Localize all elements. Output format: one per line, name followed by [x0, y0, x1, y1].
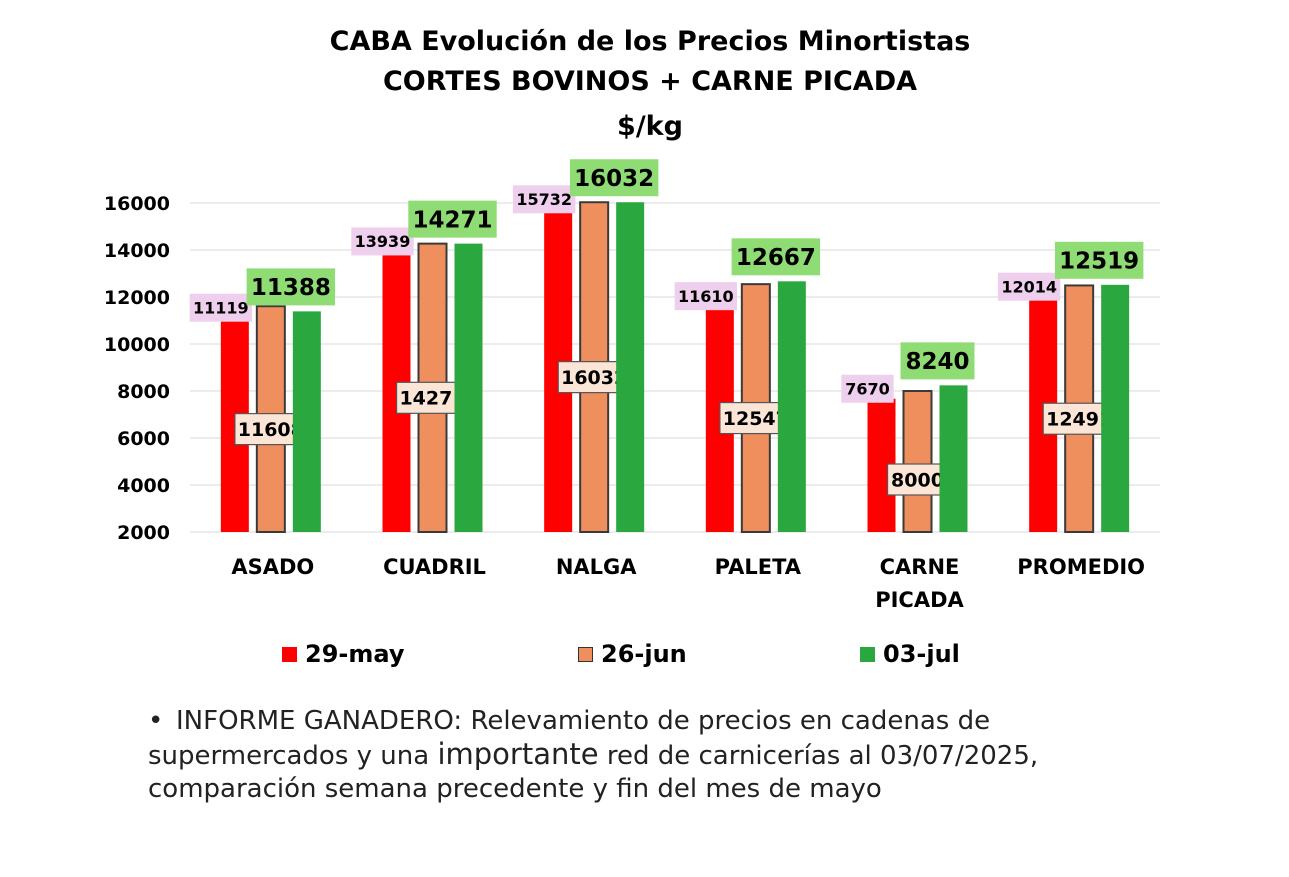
data-label-cuadril-26-jun: 14271 [399, 388, 465, 410]
y-tick-label-16000: 16000 [104, 193, 170, 215]
x-tick-label-carne-picada-line1: CARNE [880, 555, 960, 579]
legend-item-03-jul: 03-jul [860, 640, 960, 668]
data-label-paleta-29-may: 11610 [678, 287, 734, 306]
data-label-box-nalga-03-jul [569, 159, 659, 197]
data-label-cuadril-03-jul: 14271 [412, 207, 492, 233]
data-label-box-cuadril-03-jul [408, 200, 497, 238]
x-tick-label-carne-picada-line2: PICADA [875, 588, 964, 612]
data-label-box-promedio-29-may [997, 272, 1061, 301]
data-label-box-asado-03-jul [246, 268, 336, 306]
chart-title: CABA Evolución de los Precios Minortista… [329, 26, 971, 57]
data-label-promedio-03-jul: 12519 [1059, 249, 1139, 275]
legend-item-29-may: 29-may [282, 640, 404, 668]
data-label-nalga-03-jul: 16032 [574, 166, 654, 192]
y-tick-label-14000: 14000 [104, 240, 170, 262]
y-tick-label-2000: 2000 [117, 522, 170, 544]
legend-label-26-jun: 26-jun [601, 640, 687, 668]
data-label-box-paleta-03-jul [731, 238, 821, 276]
note-text-part2: red de carnicerías al 03/07/2025, compar… [148, 741, 1039, 804]
data-label-carne-picada-03-jul: 8240 [905, 349, 969, 375]
data-label-box-cuadril-29-may [351, 227, 414, 256]
legend-item-26-jun: 26-jun [578, 640, 687, 668]
bar-paleta-03-jul [777, 281, 806, 532]
data-label-asado-03-jul: 11388 [251, 275, 331, 301]
bar-asado-03-jul [292, 311, 321, 532]
legend-swatch-26-jun [578, 646, 593, 662]
bar-chart: 2000 4000 6000 8000 10000 12000 14000 16000 ASAD… [104, 159, 1160, 612]
data-label-carne-picada-29-may: 7670 [845, 380, 890, 399]
legend-label-03-jul: 03-jul [883, 640, 960, 668]
bar-promedio-03-jul [1101, 284, 1130, 532]
bar-cuadril-03-jul [454, 243, 483, 532]
data-label-paleta-26-jun: 12547 [723, 408, 789, 430]
y-tick-label-8000: 8000 [117, 381, 170, 403]
x-tick-label-cuadril: CUADRIL [383, 555, 486, 579]
data-label-paleta-03-jul: 12667 [736, 245, 816, 271]
data-label-asado-26-jun: 11608 [238, 419, 304, 441]
note-text-emphasis: importante [437, 737, 599, 771]
legend-swatch-03-jul [860, 646, 875, 662]
note-text-part1: INFORME GANADERO: Relevamiento de precio… [148, 706, 991, 771]
legend-swatch-29-may [282, 646, 297, 662]
data-label-box-nalga-29-may [512, 185, 576, 214]
x-tick-label-nalga: NALGA [556, 555, 637, 579]
data-label-promedio-29-may: 12014 [1001, 277, 1057, 296]
chart-unit: $/kg [617, 111, 683, 142]
y-tick-label-10000: 10000 [104, 334, 170, 356]
data-label-box-promedio-03-jul [1054, 241, 1144, 279]
chart-subtitle: CORTES BOVINOS + CARNE PICADA [382, 66, 917, 97]
x-tick-label-asado: ASADO [231, 555, 314, 579]
x-tick-label-paleta: PALETA [715, 555, 802, 579]
y-tick-label-12000: 12000 [104, 287, 170, 309]
data-label-carne-picada-26-jun: 8000 [891, 469, 944, 491]
data-label-box-asado-29-may [189, 293, 253, 322]
note-bullet: • [148, 706, 164, 736]
data-label-asado-29-may: 11119 [193, 298, 249, 317]
legend-label-29-may: 29-may [305, 640, 405, 668]
data-label-nalga-26-jun: 16032 [561, 367, 627, 389]
x-tick-label-promedio: PROMEDIO [1017, 555, 1145, 579]
data-label-promedio-26-jun: 12491 [1046, 409, 1112, 431]
data-label-box-carne-picada-26-jun [886, 463, 949, 496]
bar-carne-picada-26-jun [902, 390, 933, 533]
data-label-cuadril-29-may: 13939 [355, 232, 411, 251]
report-note: • INFORME GANADERO: Relevamiento de preci… [148, 705, 1148, 806]
data-label-box-carne-picada-29-may [841, 374, 894, 403]
data-label-box-carne-picada-03-jul [900, 342, 975, 380]
data-label-nalga-29-may: 15732 [516, 190, 572, 209]
bar-nalga-03-jul [616, 202, 645, 533]
y-tick-label-4000: 4000 [117, 475, 170, 497]
y-tick-label-6000: 6000 [117, 428, 170, 450]
data-label-box-paleta-29-may [674, 282, 738, 311]
bar-carne-picada-03-jul [939, 385, 968, 532]
